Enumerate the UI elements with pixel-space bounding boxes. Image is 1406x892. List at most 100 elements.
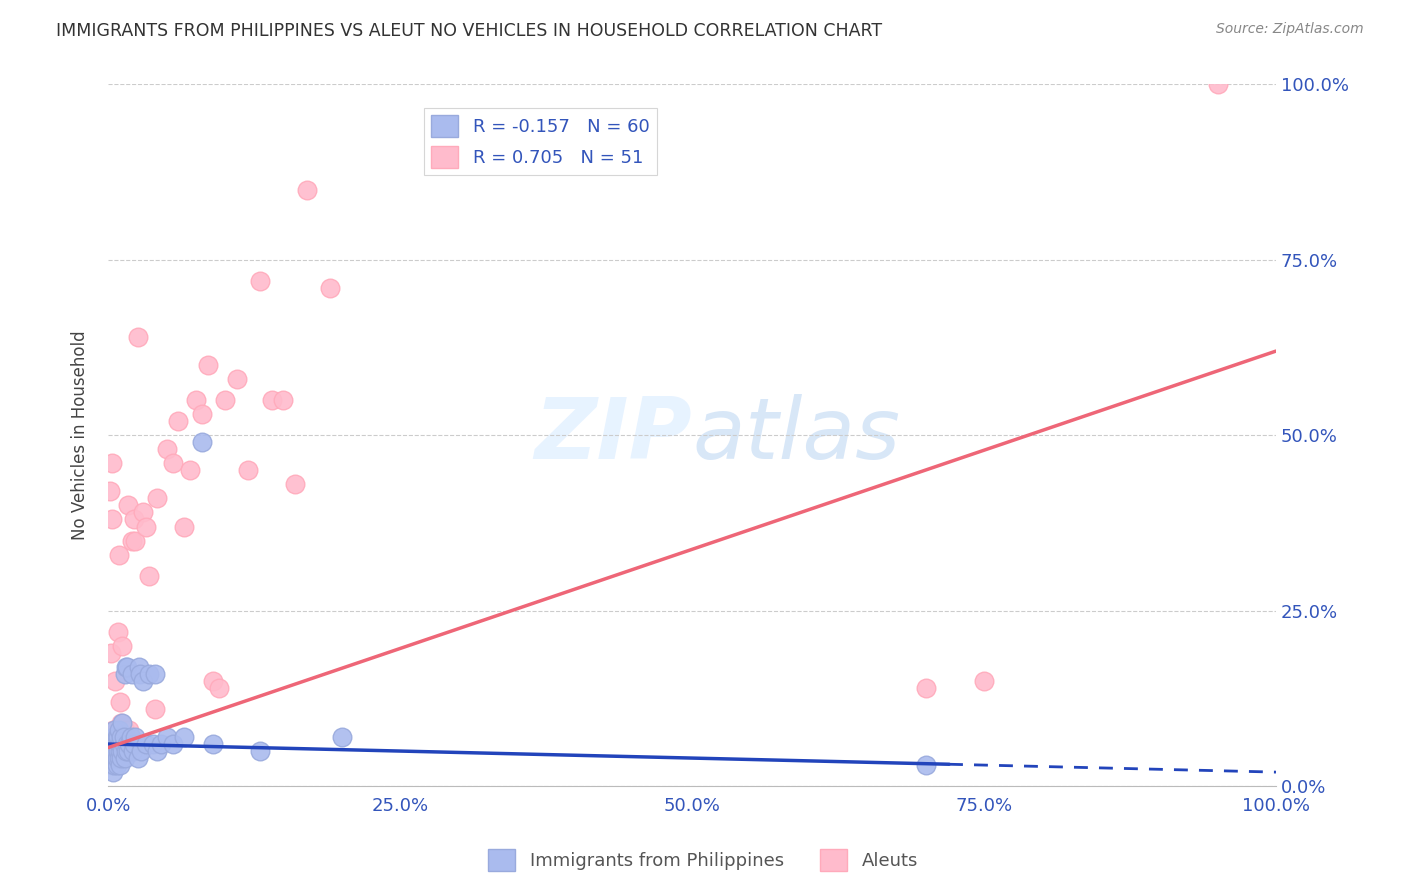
- Legend: R = -0.157   N = 60, R = 0.705   N = 51: R = -0.157 N = 60, R = 0.705 N = 51: [425, 108, 657, 175]
- Point: [108, 751, 131, 765]
- Point: [105, 723, 128, 737]
- Point: [118, 737, 141, 751]
- Point: [100, 751, 122, 765]
- Point: [108, 744, 131, 758]
- Point: [184, 393, 207, 408]
- Point: [115, 660, 138, 674]
- Point: [202, 737, 225, 751]
- Point: [103, 730, 125, 744]
- Point: [115, 737, 138, 751]
- Point: [146, 744, 169, 758]
- Point: [142, 737, 165, 751]
- Point: [124, 533, 146, 548]
- Point: [98, 484, 121, 499]
- Point: [107, 744, 129, 758]
- Point: [914, 758, 936, 772]
- Point: [128, 666, 150, 681]
- Point: [104, 673, 127, 688]
- Point: [107, 624, 129, 639]
- Point: [132, 673, 155, 688]
- Point: [138, 666, 160, 681]
- Point: [273, 393, 295, 408]
- Point: [107, 737, 129, 751]
- Point: [173, 730, 195, 744]
- Point: [103, 730, 125, 744]
- Point: [143, 666, 166, 681]
- Point: [105, 730, 128, 744]
- Point: [114, 751, 136, 765]
- Point: [190, 407, 212, 421]
- Point: [101, 723, 124, 737]
- Point: [101, 765, 124, 780]
- Point: [104, 751, 127, 765]
- Point: [108, 737, 131, 751]
- Point: [190, 435, 212, 450]
- Point: [104, 744, 127, 758]
- Point: [330, 730, 353, 744]
- Point: [1206, 78, 1229, 92]
- Text: atlas: atlas: [692, 393, 900, 477]
- Point: [108, 758, 131, 772]
- Point: [110, 716, 132, 731]
- Text: IMMIGRANTS FROM PHILIPPINES VS ALEUT NO VEHICLES IN HOUSEHOLD CORRELATION CHART: IMMIGRANTS FROM PHILIPPINES VS ALEUT NO …: [56, 22, 883, 40]
- Text: ZIP: ZIP: [534, 393, 692, 477]
- Point: [111, 744, 134, 758]
- Point: [319, 281, 342, 295]
- Point: [108, 723, 131, 737]
- Point: [115, 730, 138, 744]
- Point: [110, 751, 132, 765]
- Point: [115, 744, 138, 758]
- Y-axis label: No Vehicles in Household: No Vehicles in Household: [72, 330, 89, 540]
- Point: [107, 730, 129, 744]
- Point: [111, 639, 134, 653]
- Point: [103, 723, 125, 737]
- Point: [214, 393, 236, 408]
- Point: [103, 758, 125, 772]
- Point: [121, 666, 143, 681]
- Point: [162, 737, 184, 751]
- Point: [129, 744, 152, 758]
- Point: [103, 737, 125, 751]
- Point: [156, 442, 179, 457]
- Point: [167, 414, 190, 428]
- Point: [120, 730, 142, 744]
- Legend: Immigrants from Philippines, Aleuts: Immigrants from Philippines, Aleuts: [481, 842, 925, 879]
- Point: [914, 681, 936, 695]
- Point: [238, 463, 260, 477]
- Point: [101, 744, 124, 758]
- Point: [108, 548, 131, 562]
- Point: [249, 274, 271, 288]
- Point: [135, 737, 157, 751]
- Point: [114, 666, 136, 681]
- Point: [101, 737, 124, 751]
- Point: [156, 730, 179, 744]
- Point: [108, 695, 131, 709]
- Point: [146, 491, 169, 506]
- Point: [127, 330, 149, 344]
- Point: [208, 681, 231, 695]
- Point: [112, 730, 135, 744]
- Point: [112, 737, 135, 751]
- Point: [249, 744, 271, 758]
- Point: [149, 737, 172, 751]
- Point: [260, 393, 283, 408]
- Point: [117, 744, 139, 758]
- Point: [104, 737, 127, 751]
- Point: [162, 456, 184, 470]
- Point: [118, 723, 141, 737]
- Point: [173, 519, 195, 533]
- Point: [295, 183, 318, 197]
- Point: [202, 673, 225, 688]
- Point: [121, 744, 143, 758]
- Point: [143, 702, 166, 716]
- Point: [115, 660, 138, 674]
- Point: [105, 737, 128, 751]
- Point: [122, 737, 145, 751]
- Point: [135, 519, 157, 533]
- Point: [284, 477, 307, 491]
- Point: [197, 358, 219, 372]
- Point: [973, 673, 995, 688]
- Text: Source: ZipAtlas.com: Source: ZipAtlas.com: [1216, 22, 1364, 37]
- Point: [101, 456, 124, 470]
- Point: [105, 751, 128, 765]
